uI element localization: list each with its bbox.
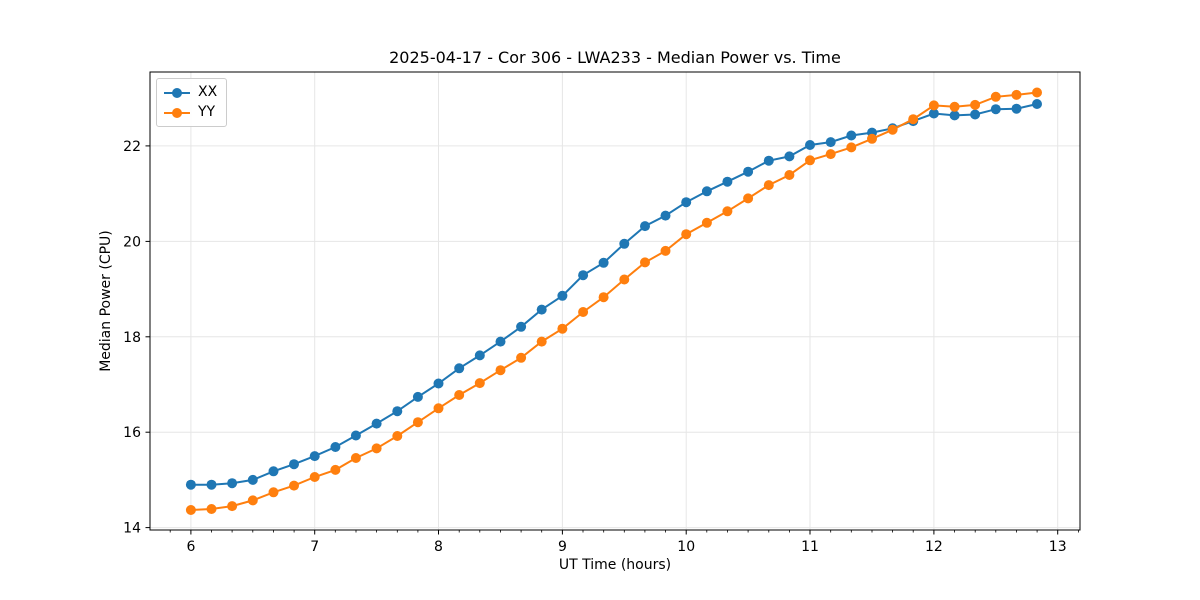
legend-marker-xx-icon bbox=[164, 87, 190, 98]
svg-text:18: 18 bbox=[123, 330, 141, 346]
svg-text:7: 7 bbox=[310, 539, 319, 555]
legend-entry-xx: XX bbox=[164, 84, 217, 101]
svg-text:12: 12 bbox=[925, 539, 943, 555]
svg-text:22: 22 bbox=[123, 139, 141, 155]
legend-label-xx: XX bbox=[198, 84, 218, 100]
svg-text:13: 13 bbox=[1049, 539, 1067, 555]
svg-text:11: 11 bbox=[801, 539, 819, 555]
legend-entry-yy: YY bbox=[164, 104, 217, 121]
chart-title: 2025-04-17 - Cor 306 - LWA233 - Median P… bbox=[389, 48, 841, 67]
svg-text:16: 16 bbox=[123, 425, 141, 441]
svg-text:10: 10 bbox=[677, 539, 695, 555]
svg-text:6: 6 bbox=[186, 539, 195, 555]
svg-text:14: 14 bbox=[123, 521, 141, 537]
legend-label-yy: YY bbox=[198, 104, 216, 120]
svg-text:9: 9 bbox=[558, 539, 567, 555]
legend-marker-yy-icon bbox=[164, 107, 190, 118]
legend: XX YY bbox=[156, 78, 228, 127]
svg-text:20: 20 bbox=[123, 234, 141, 250]
x-axis-label: UT Time (hours) bbox=[558, 557, 672, 573]
svg-text:8: 8 bbox=[434, 539, 443, 555]
